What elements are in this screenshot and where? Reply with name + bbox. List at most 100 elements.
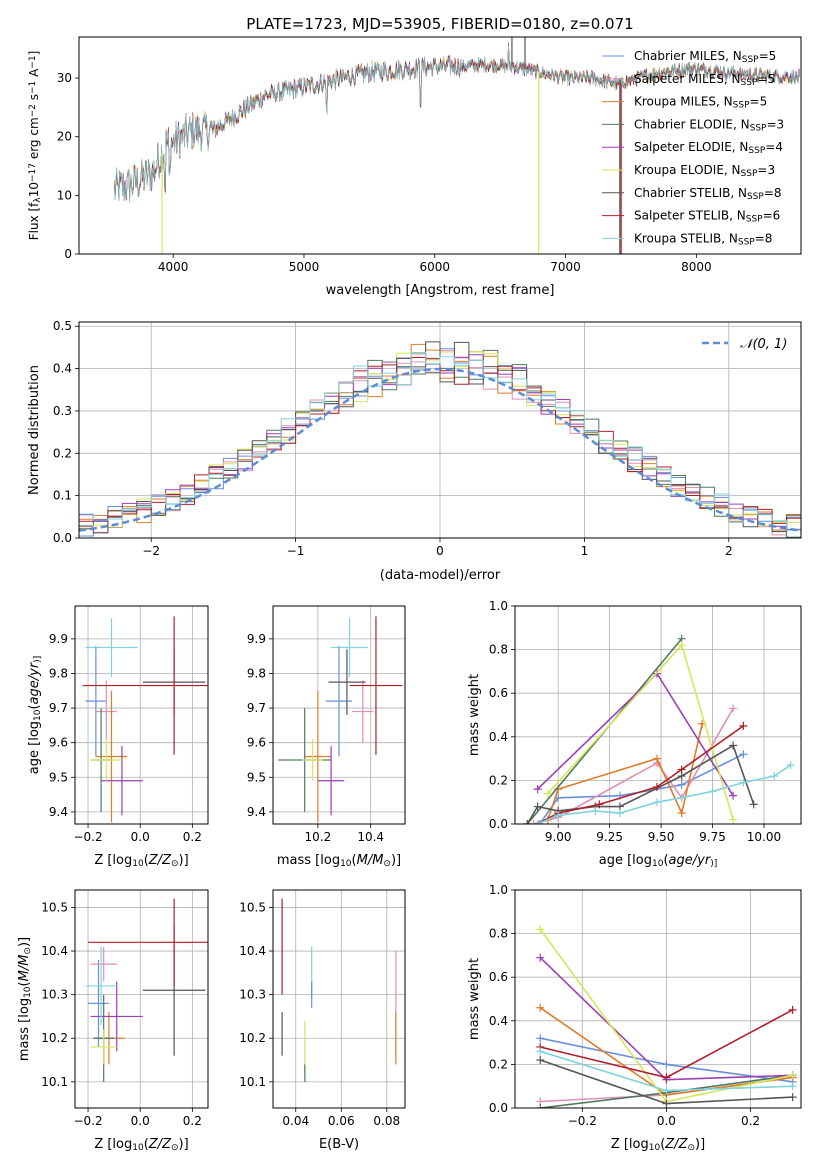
- y-axis-label-part: M/M: [17, 955, 32, 982]
- x-tick-label: 0.2: [741, 1114, 760, 1128]
- legend-label-salpeter-miles-part: SSP: [741, 78, 758, 88]
- y-axis-label-part: 10: [23, 986, 33, 998]
- x-axis-label-part: ⊙: [383, 859, 391, 869]
- panel-residuals: −2 −1 0 1 2 0.0 0.1 0.2 0.3 0.4 0.5 𝒩(0, 1) (data-mo…: [27, 319, 802, 583]
- axes-spine: [272, 889, 406, 1109]
- data-point: [729, 704, 738, 713]
- legend-label-chabrier-miles-part: SSP: [742, 55, 759, 65]
- legend-label-salpeter-miles-part: =5: [757, 72, 775, 86]
- y-tick-label: 9.6: [247, 736, 266, 750]
- x-tick-label: −0.2: [73, 830, 102, 844]
- data-point: [788, 1082, 797, 1091]
- data-point: [739, 721, 748, 730]
- data-point: [536, 1034, 545, 1043]
- legend-label-salpeter-stelib-part: =6: [763, 209, 781, 223]
- legend-label-chabrier-stelib-part: =8: [764, 186, 782, 200]
- errorbar-salpeter-stelib: [82, 616, 208, 755]
- x-tick-label: −0.2: [73, 1114, 102, 1128]
- figure-title: PLATE=1723, MJD=53905, FIBERID=0180, z=0…: [246, 15, 633, 33]
- errorbar-kroupa-stelib: [85, 618, 138, 677]
- data-point: [749, 800, 758, 809]
- data-point: [786, 761, 795, 770]
- x-axis-label-part: 10: [132, 859, 144, 869]
- panel-mass_vs_Z: −0.2 0.0 0.210.110.210.310.410.5Z [log10(Z…: [17, 889, 209, 1153]
- x-axis-label-part: Z/Z: [148, 853, 172, 868]
- y-tick-label: 0.0: [489, 817, 508, 831]
- data-point: [677, 809, 686, 818]
- x-axis-label-part: (: [663, 853, 668, 868]
- y-tick-label: 9.4: [49, 805, 68, 819]
- legend-label-chabrier-stelib-part: SSP: [747, 192, 764, 202]
- y-tick-label: 9.5: [49, 770, 68, 784]
- legend-label-chabrier-stelib-part: Chabrier STELIB, N: [634, 186, 747, 200]
- x-axis-label: age [log10(age/yr)]: [599, 853, 717, 869]
- series-kroupa-stelib: [533, 761, 795, 824]
- errorbar-kroupa-miles: [304, 690, 332, 823]
- spectrum-kroupa-stelib: [114, 43, 800, 203]
- y-axis-label-part: )]: [17, 937, 32, 947]
- x-tick-label: 0.06: [328, 1114, 355, 1128]
- data-point: [788, 1071, 797, 1080]
- series-line: [537, 764, 792, 824]
- x-axis-label-part: age/yr: [669, 853, 712, 868]
- axes-spine: [74, 605, 209, 825]
- data-point: [536, 1047, 545, 1056]
- x-axis-label: Z [log10(Z/Z⊙)]: [94, 853, 188, 869]
- y-tick-label: 10.5: [239, 900, 266, 914]
- y-axis-label-part: erg cm: [27, 117, 41, 163]
- x-axis-label-part: 10: [652, 859, 664, 869]
- y-tick-label: 0.6: [489, 686, 508, 700]
- legend-label-kroupa-elodie-part: SSP: [741, 169, 758, 179]
- legend-label-salpeter-elodie-part: SSP: [748, 146, 765, 156]
- legend-label-chabrier-miles-part: Chabrier MILES, N: [634, 49, 742, 63]
- y-tick-label: 0.8: [489, 643, 508, 657]
- axes-spine: [272, 605, 406, 825]
- x-tick-label: 1: [581, 544, 589, 558]
- x-axis-label-part: Z/Z: [664, 1137, 688, 1152]
- y-axis-label-part: −1: [28, 81, 38, 94]
- y-tick-label: 10.2: [239, 1031, 266, 1045]
- legend-label-kroupa-elodie: Kroupa ELODIE, NSSP=3: [634, 163, 775, 179]
- panel-mass_weight_vs_age: 9.00 9.25 9.50 9.75 10.00 0.0 0.2 0.4 0.6 0.8 1.0 a…: [467, 599, 802, 869]
- y-axis-label-part: 10: [33, 709, 43, 721]
- data-point: [554, 811, 563, 820]
- errorbar-chabrier-stelib: [328, 649, 366, 715]
- grid: [75, 606, 208, 824]
- y-axis-label: Flux [fλ10−17 erg cm−2 s−1 A−1]: [27, 51, 43, 241]
- x-tick-label: 9.00: [545, 830, 572, 844]
- panel-age_vs_mass: 10.2 10.4 9.4 9.5 9.6 9.7 9.8 9.9 mass [log10(M/…: [247, 605, 406, 869]
- y-tick-label: 0.3: [53, 404, 72, 418]
- y-tick-label: 10.4: [41, 944, 68, 958]
- y-tick-label: 10.3: [41, 988, 68, 1002]
- y-axis-label-part: A: [27, 68, 41, 81]
- x-axis-label-part: M/M: [357, 853, 384, 868]
- data-point: [662, 1099, 671, 1108]
- x-tick-label: 0.08: [373, 1114, 400, 1128]
- x-axis-label-part: Z [log: [94, 853, 132, 868]
- x-tick-label: 6000: [419, 260, 450, 274]
- data-point: [677, 641, 686, 650]
- data-point: [533, 802, 542, 811]
- legend-label-chabrier-elodie-part: Chabrier ELODIE, N: [634, 117, 750, 131]
- data-point: [652, 798, 661, 807]
- legend-label-salpeter-miles: Salpeter MILES, NSSP=5: [634, 72, 775, 88]
- legend-label-salpeter-miles-part: Salpeter MILES, N: [634, 72, 741, 86]
- y-tick-label: 10.4: [239, 944, 266, 958]
- y-tick-label: 0.2: [489, 1057, 508, 1071]
- panel-age_vs_Z: −0.2 0.0 0.29.49.59.69.79.89.9Z [log10(Z/Z…: [27, 605, 209, 869]
- plot-area: [85, 898, 208, 1082]
- panel-mass_weight_vs_Z: −0.2 0.0 0.2 0.0 0.2 0.4 0.6 0.8 1.0 Z [log10(Z/Z…: [467, 883, 802, 1153]
- axes-spine: [514, 605, 802, 825]
- y-tick-label: 20: [57, 130, 72, 144]
- legend-label-kroupa-elodie-part: Kroupa ELODIE, N: [634, 163, 741, 177]
- y-tick-label: 10.1: [239, 1075, 266, 1089]
- panel-spectrum: 4000 5000 6000 7000 8000 0 10 20 30 wavelength [A…: [27, 36, 802, 298]
- x-axis-label-part: (: [660, 1137, 665, 1152]
- x-axis-label-part: )]: [695, 1137, 705, 1152]
- data-point: [523, 820, 532, 824]
- x-axis-label-part: (: [144, 853, 149, 868]
- y-tick-label: 0.2: [53, 446, 72, 460]
- plot-area: [536, 925, 797, 1108]
- x-tick-label: 10.00: [747, 830, 781, 844]
- plot-area: [523, 634, 795, 824]
